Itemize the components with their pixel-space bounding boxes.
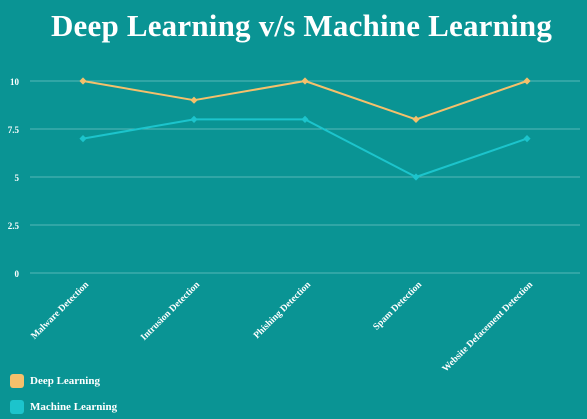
data-point-marker[interactable] <box>79 135 87 143</box>
chart-title: Deep Learning v/s Machine Learning <box>50 8 553 43</box>
x-axis-ticks: Malware Detection Intrusion Detection Phis… <box>30 280 536 375</box>
series-line-machine-learning <box>82 118 528 178</box>
series-line-deep-learning <box>82 80 528 121</box>
legend-item-machine-learning[interactable]: Machine Learning <box>10 400 117 414</box>
data-point-marker[interactable] <box>412 173 420 181</box>
y-tick-label: 10 <box>10 77 20 87</box>
x-tick-label: Malware Detection <box>30 280 92 342</box>
legend-label-machine-learning: Machine Learning <box>30 401 118 413</box>
legend-swatch-deep-learning <box>10 374 24 388</box>
legend-label-deep-learning: Deep Learning <box>30 375 100 387</box>
data-point-marker[interactable] <box>301 77 309 85</box>
x-tick-label: Intrusion Detection <box>139 280 202 343</box>
data-point-marker[interactable] <box>79 77 87 85</box>
y-tick-label: 0 <box>15 269 20 279</box>
data-point-marker[interactable] <box>523 77 531 85</box>
x-tick-label: Website Defacement Detection <box>441 280 536 375</box>
y-axis-ticks: 0 2.5 5 7.5 10 <box>8 77 20 279</box>
y-tick-label: 5 <box>15 173 20 183</box>
data-point-marker[interactable] <box>412 115 420 123</box>
data-point-marker[interactable] <box>523 135 531 143</box>
data-point-marker[interactable] <box>190 115 198 123</box>
series-markers <box>79 77 531 181</box>
legend-swatch-machine-learning <box>10 400 24 414</box>
x-tick-label: Spam Detection <box>372 280 425 333</box>
legend-item-deep-learning[interactable]: Deep Learning <box>10 374 100 388</box>
grid-lines <box>30 80 580 274</box>
y-tick-label: 2.5 <box>8 221 20 231</box>
data-point-marker[interactable] <box>190 96 198 104</box>
x-tick-label: Phishing Detection <box>252 280 314 342</box>
y-tick-label: 7.5 <box>8 125 20 135</box>
data-point-marker[interactable] <box>301 115 309 123</box>
